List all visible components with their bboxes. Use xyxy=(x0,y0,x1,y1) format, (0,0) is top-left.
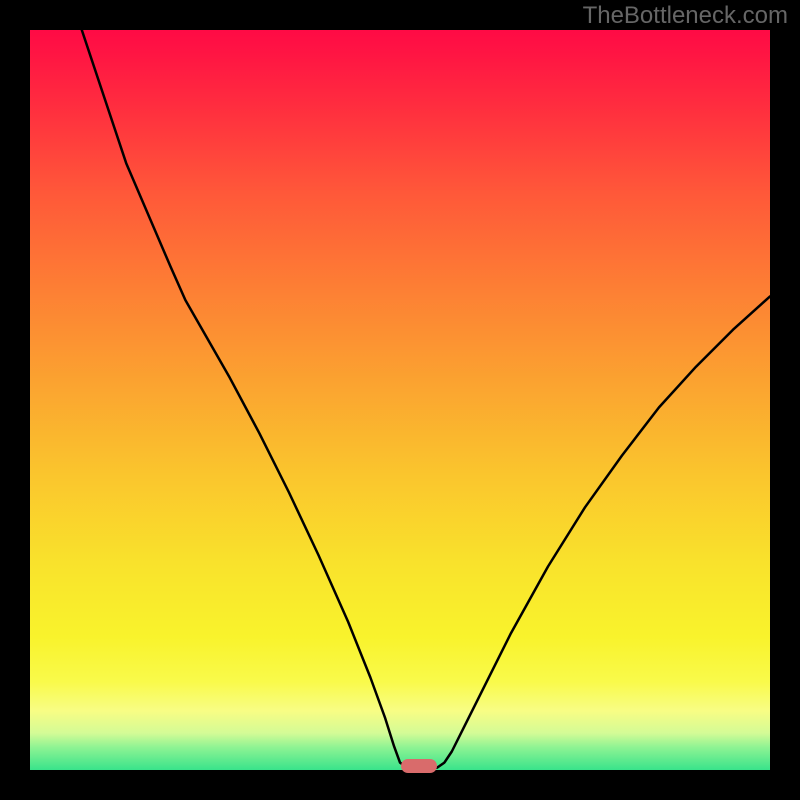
watermark-text: TheBottleneck.com xyxy=(583,2,788,30)
plot-svg xyxy=(0,0,800,800)
minimum-marker xyxy=(401,759,437,773)
bottleneck-chart: TheBottleneck.com xyxy=(0,0,800,800)
